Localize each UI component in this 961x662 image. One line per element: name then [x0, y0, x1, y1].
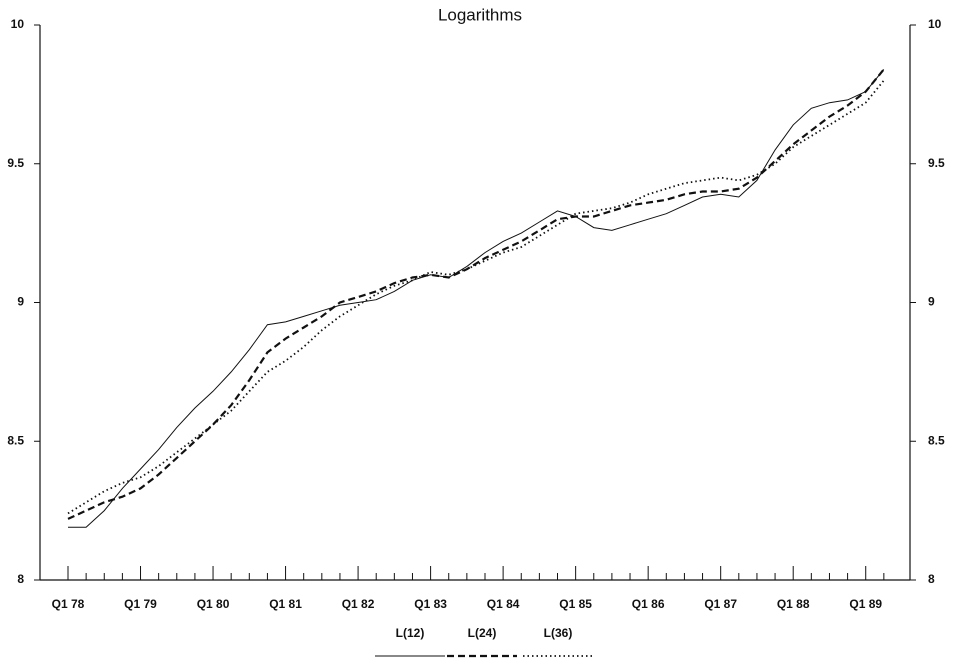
y-tick-label: 9.5	[7, 156, 24, 170]
x-tick-label: Q1 78	[52, 597, 85, 611]
x-tick-label: Q1 83	[414, 597, 447, 611]
series-line	[67, 79, 885, 515]
x-tick-label: Q1 80	[197, 597, 230, 611]
y-tick-label: 9	[17, 295, 24, 309]
legend-label: L(24)	[468, 626, 497, 640]
x-tick-label: Q1 79	[124, 597, 157, 611]
y2-tick-label: 9	[928, 295, 935, 309]
y2-tick-label: 10	[928, 17, 942, 31]
series-line	[68, 69, 885, 528]
series-line	[67, 68, 885, 520]
y2-tick-label: 8.5	[928, 433, 945, 447]
chart-title: Logarithms	[438, 5, 522, 24]
x-tick-label: Q1 85	[559, 597, 592, 611]
x-tick-label: Q1 84	[487, 597, 520, 611]
y2-tick-label: 9.5	[928, 156, 945, 170]
x-tick-label: Q1 88	[777, 597, 810, 611]
x-tick-label: Q1 81	[269, 597, 302, 611]
y-tick-label: 10	[11, 17, 25, 31]
legend-label: L(12)	[396, 626, 425, 640]
x-tick-label: Q1 89	[849, 597, 882, 611]
y2-tick-label: 8	[928, 572, 935, 586]
legend-label: L(36)	[544, 626, 573, 640]
y-tick-label: 8	[17, 572, 24, 586]
x-tick-label: Q1 82	[342, 597, 375, 611]
x-tick-label: Q1 86	[632, 597, 665, 611]
y-tick-label: 8.5	[7, 433, 24, 447]
x-tick-label: Q1 87	[704, 597, 737, 611]
